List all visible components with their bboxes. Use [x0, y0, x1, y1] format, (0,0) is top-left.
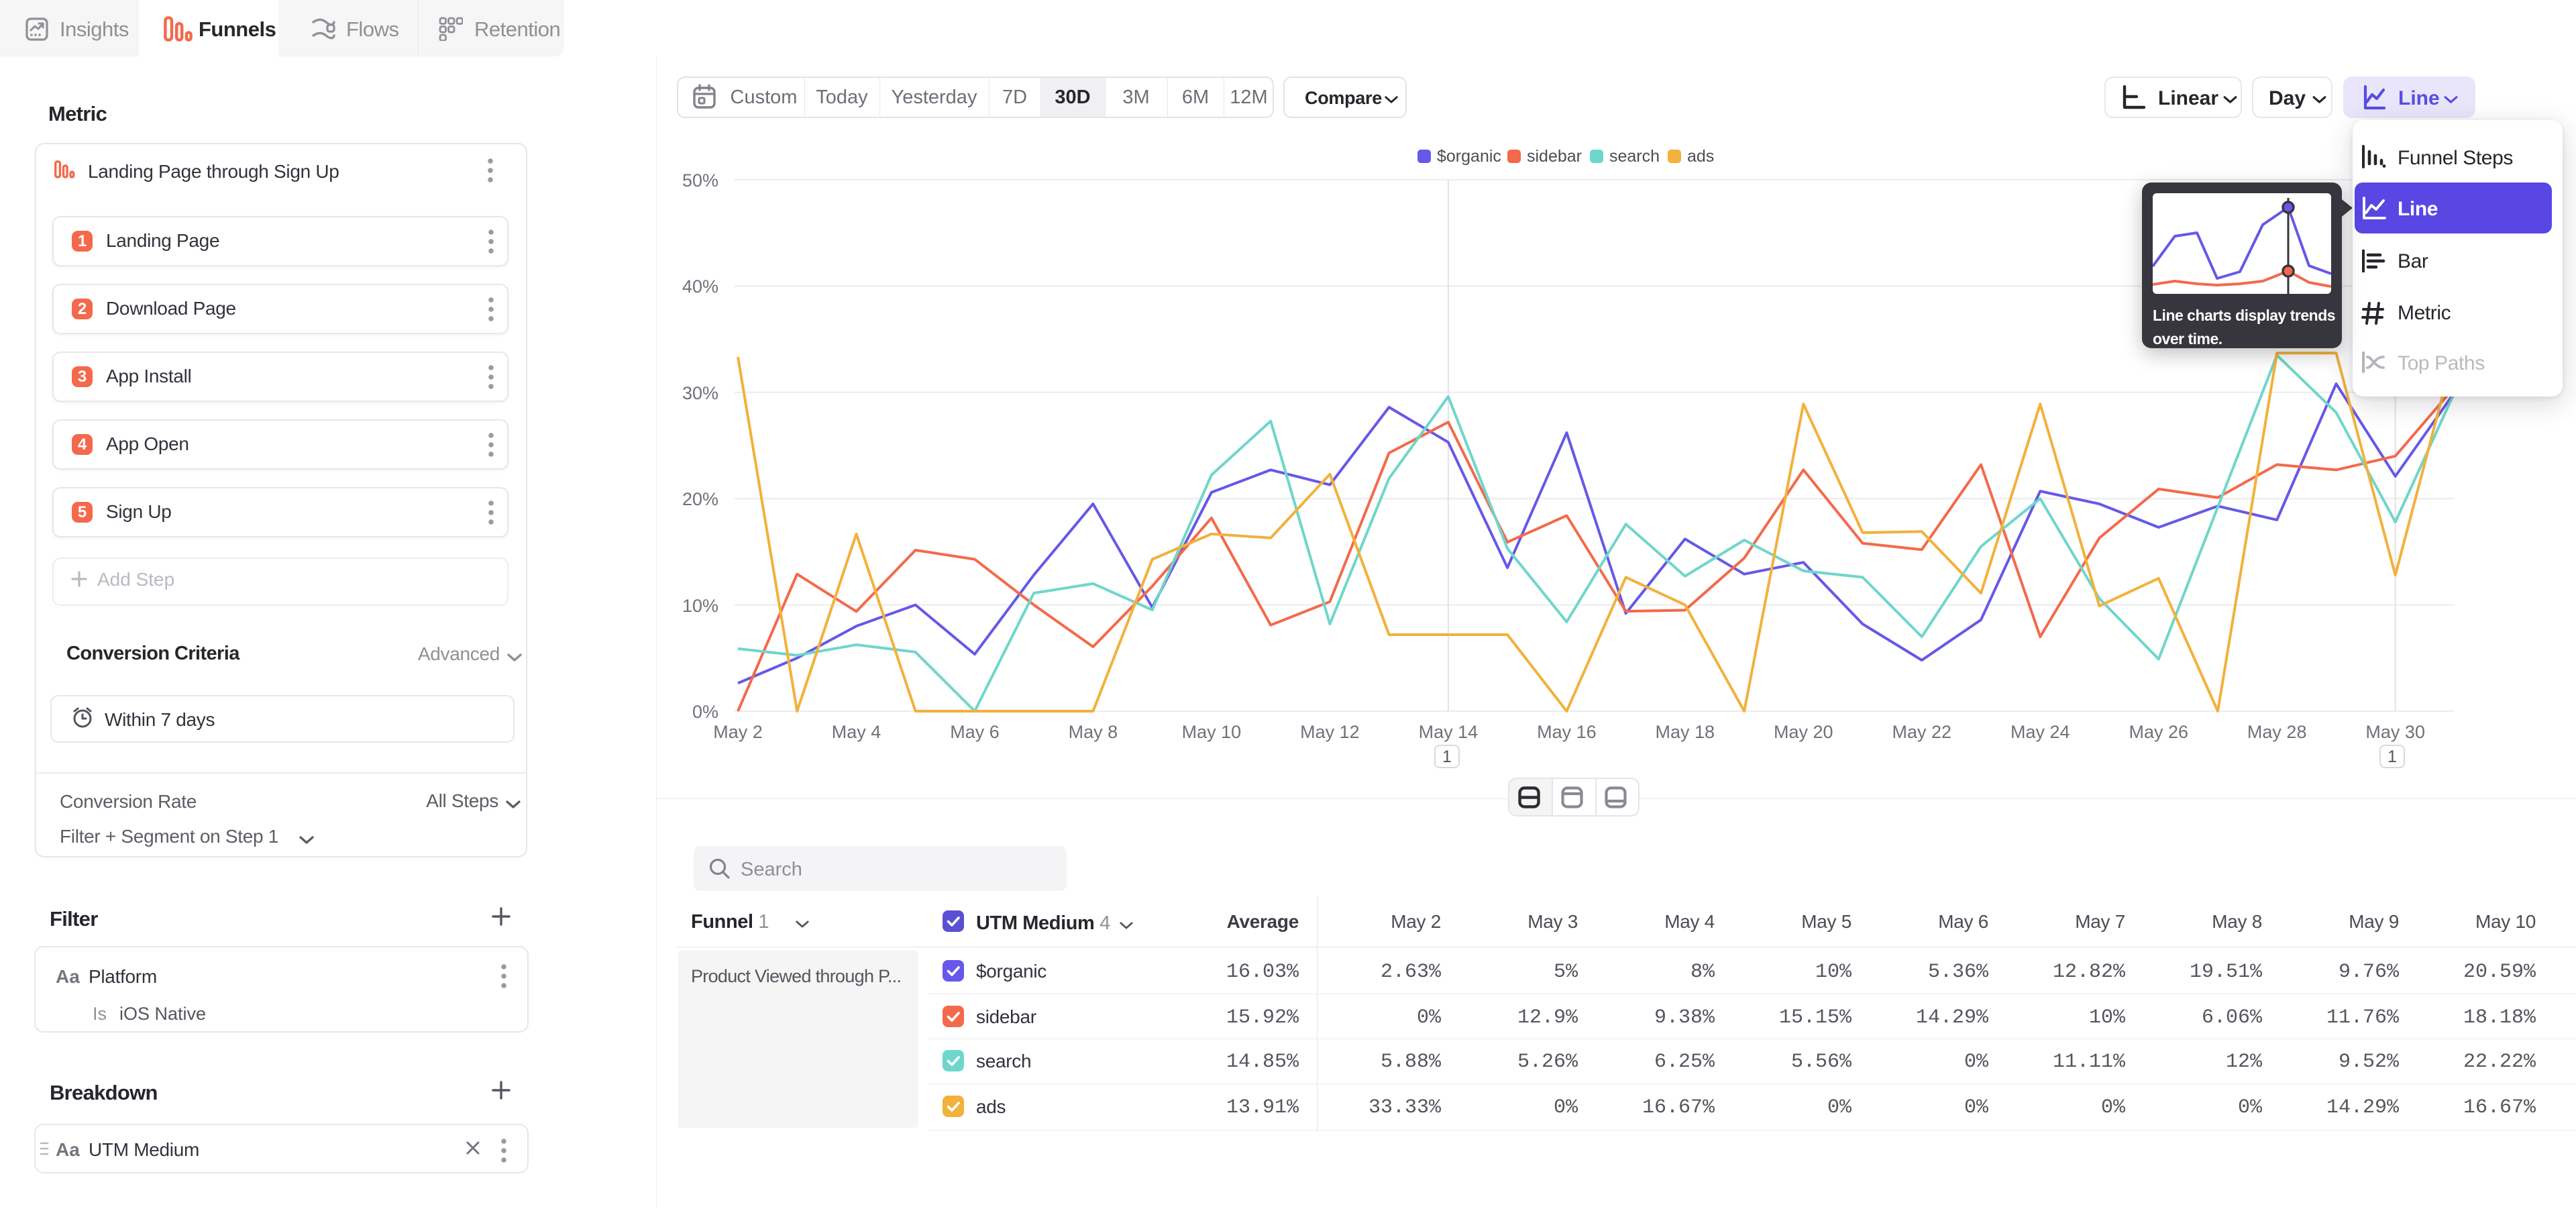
- svg-text:May 30: May 30: [2365, 722, 2425, 742]
- svg-text:May 14: May 14: [1419, 722, 1479, 742]
- svg-text:$organic: $organic: [1437, 147, 1501, 166]
- svg-text:May 26: May 26: [2129, 722, 2189, 742]
- svg-text:ads: ads: [1687, 147, 1714, 166]
- svg-text:May 4: May 4: [832, 722, 881, 742]
- svg-text:May 28: May 28: [2247, 722, 2307, 742]
- svg-text:May 20: May 20: [1774, 722, 1833, 742]
- svg-text:10%: 10%: [682, 596, 718, 616]
- svg-text:50%: 50%: [682, 170, 718, 191]
- svg-text:May 16: May 16: [1537, 722, 1597, 742]
- svg-text:40%: 40%: [682, 276, 718, 297]
- svg-text:May 6: May 6: [950, 722, 1000, 742]
- svg-text:May 8: May 8: [1069, 722, 1118, 742]
- svg-text:0%: 0%: [692, 702, 718, 722]
- svg-text:search: search: [1609, 147, 1660, 166]
- svg-text:May 18: May 18: [1656, 722, 1715, 742]
- svg-text:May 22: May 22: [1892, 722, 1952, 742]
- svg-text:May 10: May 10: [1182, 722, 1242, 742]
- svg-text:May 24: May 24: [2010, 722, 2070, 742]
- svg-text:20%: 20%: [682, 489, 718, 509]
- svg-text:30%: 30%: [682, 383, 718, 403]
- svg-text:May 12: May 12: [1300, 722, 1360, 742]
- svg-text:May 2: May 2: [713, 722, 763, 742]
- svg-text:sidebar: sidebar: [1527, 147, 1582, 166]
